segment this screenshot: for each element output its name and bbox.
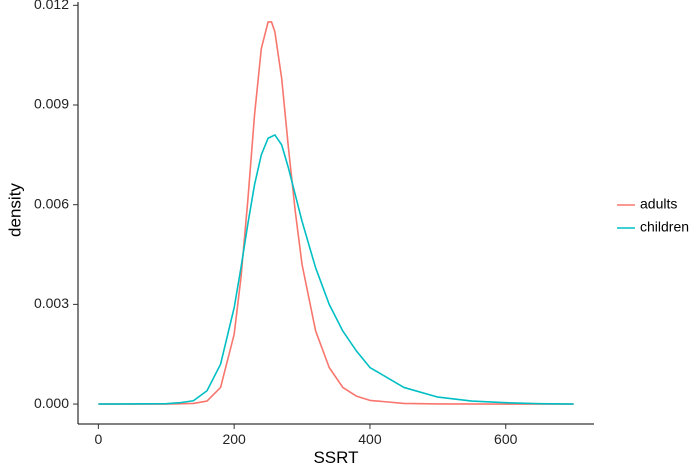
x-tick-label: 200: [222, 431, 246, 447]
y-tick-label: 0.009: [34, 96, 69, 112]
x-tick-label: 0: [94, 431, 102, 447]
y-tick-label: 0.006: [34, 195, 69, 211]
y-axis-title: density: [5, 183, 24, 237]
legend: adults children: [617, 196, 689, 235]
series-line-children: [98, 134, 574, 405]
series-line-adults: [98, 21, 574, 405]
y-tick-label: 0.000: [34, 395, 69, 411]
plot-area: 0.000 0.003 0.006 0.009 0.012 0 200 400 600: [34, 0, 594, 447]
legend-label-children: children: [640, 219, 689, 235]
y-tick-label: 0.003: [34, 295, 69, 311]
x-tick-label: 400: [358, 431, 382, 447]
y-tick-label: 0.012: [34, 0, 69, 12]
y-axis-title-group: density: [5, 183, 24, 237]
legend-label-adults: adults: [640, 196, 677, 212]
x-tick-label: 600: [494, 431, 518, 447]
x-axis-title: SSRT: [313, 448, 358, 467]
